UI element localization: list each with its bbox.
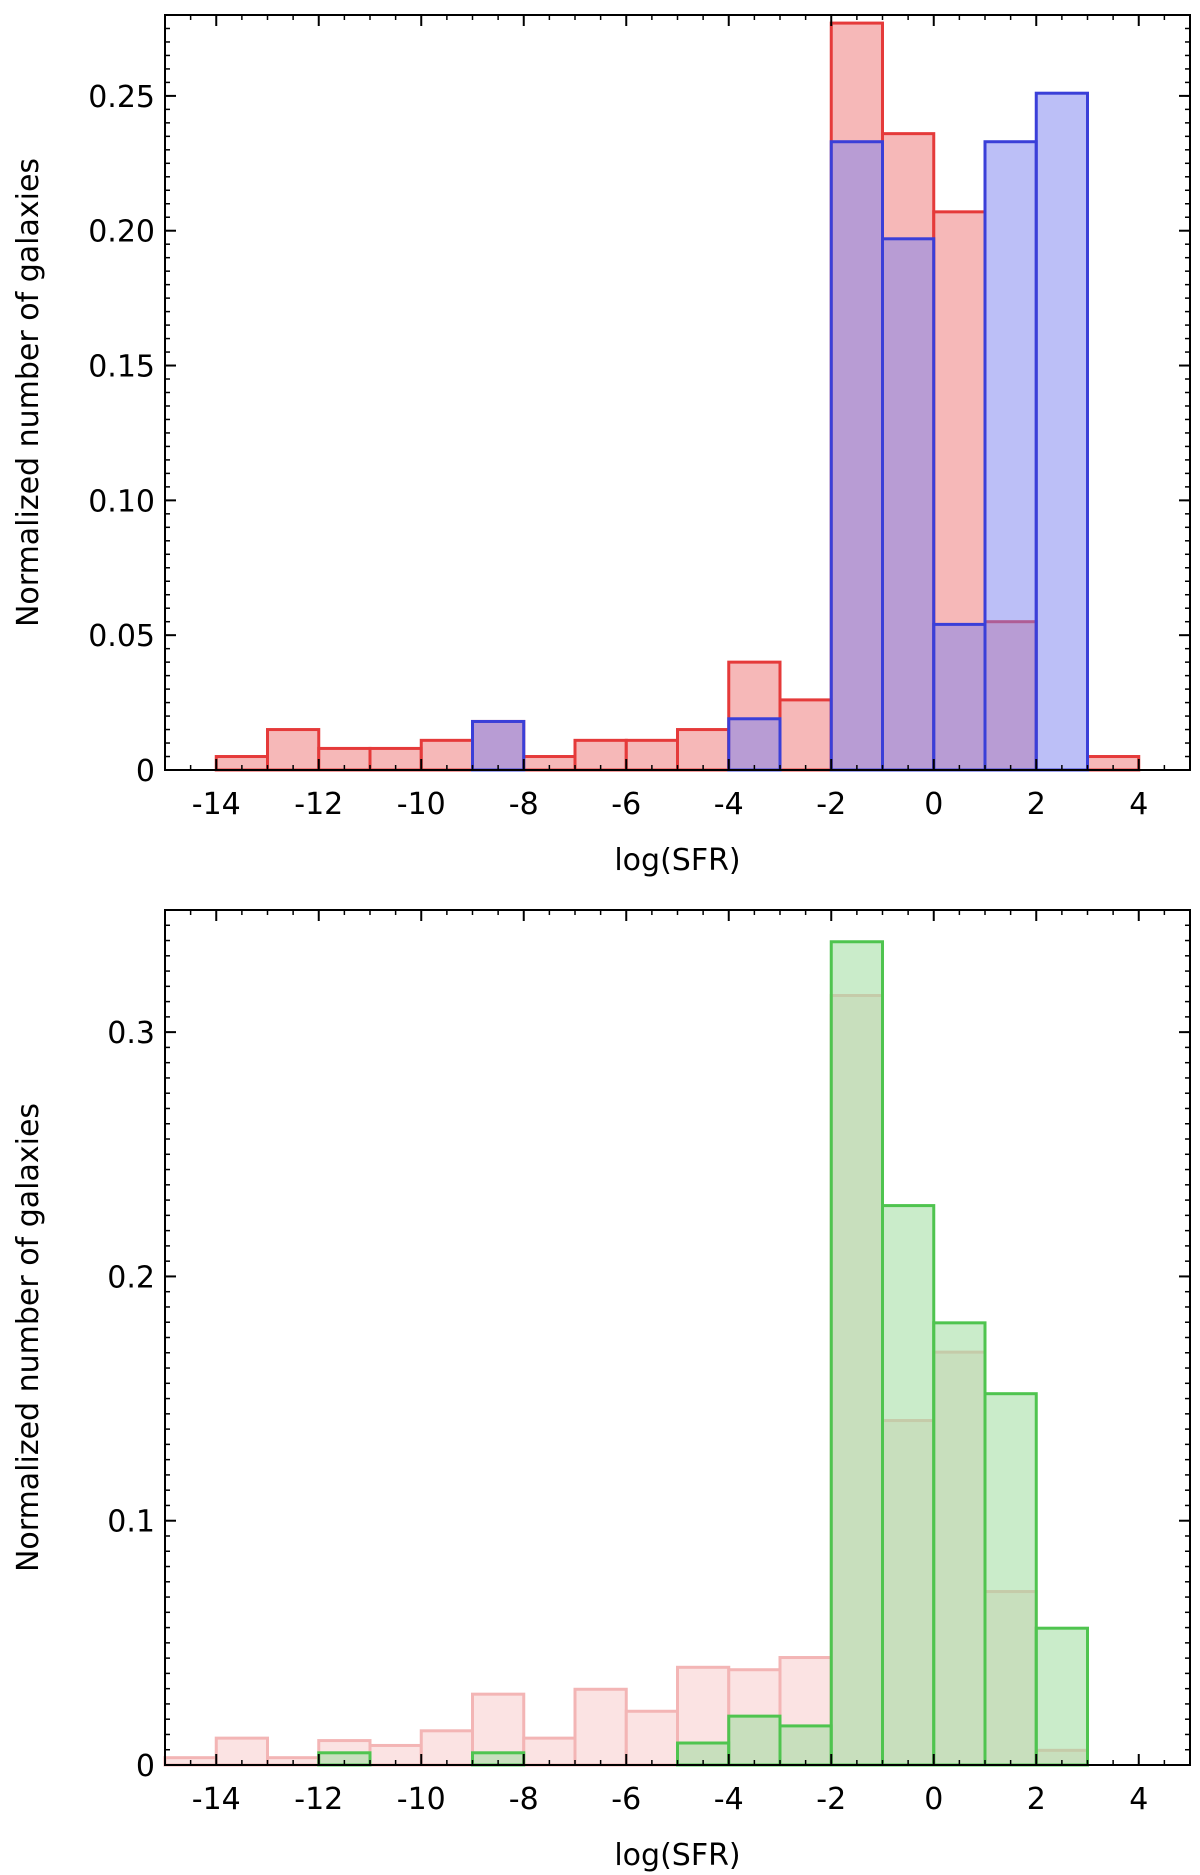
bottom-green-bar-16 [983, 1392, 1038, 1767]
bottom-green-bar-13 [829, 940, 884, 1767]
top-y-tick-label: 0.15 [88, 350, 155, 385]
bottom-x-tick-label: -14 [192, 1782, 241, 1817]
top-blue-bar-14 [932, 622, 987, 772]
bottom-y-tick-label: 0 [136, 1749, 155, 1784]
bottom-y-tick-label: 0.2 [107, 1260, 155, 1295]
bottom-x-axis-label: log(SFR) [614, 1838, 740, 1873]
top-red-bar-9 [676, 728, 731, 772]
top-blue-bar-12 [829, 140, 884, 772]
top-x-tick-label: -2 [816, 787, 846, 822]
top-blue-bar-10 [727, 717, 782, 772]
top-y-tick-label: 0.25 [88, 80, 155, 115]
bottom-x-tick-label: -10 [397, 1782, 446, 1817]
histogram-panel-bottom: -14 -12 -10 -8 -6 -4 -2 0 2 4 0 0.1 0.2 0.3 log(SFR) No… [11, 909, 1191, 1873]
bottom-green-bar-17 [1034, 1626, 1089, 1767]
top-x-tick-label: 2 [1027, 787, 1046, 822]
top-x-tick-label: -14 [192, 787, 241, 822]
top-blue-bar-5 [471, 719, 526, 772]
bottom-y-tick-label: 0.3 [107, 1016, 155, 1051]
bottom-y-axis-label: Normalized number of galaxies [11, 1103, 46, 1572]
bottom-green-bar-12 [778, 1724, 833, 1767]
bottom-x-tick-label: -8 [509, 1782, 539, 1817]
bottom-pink-bar-9 [624, 1709, 679, 1767]
top-blue-bar-13 [881, 237, 936, 772]
bottom-x-tick-label: 0 [924, 1782, 943, 1817]
top-blue-bar-16 [1034, 91, 1089, 772]
top-red-bar-1 [266, 728, 321, 772]
bottom-green-bar-14 [881, 1204, 936, 1767]
top-y-axis-label: Normalized number of galaxies [11, 158, 46, 627]
top-y-tick-label: 0.05 [88, 619, 155, 654]
bottom-green-bar-15 [932, 1321, 987, 1767]
top-x-tick-label: 0 [924, 787, 943, 822]
top-x-tick-label: -8 [509, 787, 539, 822]
bottom-pink-bar-5 [419, 1729, 474, 1767]
top-x-tick-label: -4 [714, 787, 744, 822]
bottom-x-tick-label: -4 [714, 1782, 744, 1817]
top-y-tick-label: 0.10 [88, 484, 155, 519]
top-red-bar-11 [778, 698, 833, 772]
histogram-panel-top: -14 -12 -10 -8 -6 -4 -2 0 2 4 0 0.05 0.10 0.15 0.20 0.2… [11, 14, 1191, 878]
bottom-x-tick-label: 4 [1129, 1782, 1148, 1817]
bottom-x-tick-label: -6 [611, 1782, 641, 1817]
top-x-tick-label: -10 [397, 787, 446, 822]
top-y-tick-label: 0 [136, 754, 155, 789]
top-x-tick-label: 4 [1129, 787, 1148, 822]
top-x-tick-label: -6 [611, 787, 641, 822]
top-x-axis-label: log(SFR) [614, 843, 740, 878]
bottom-green-bar-11 [727, 1714, 782, 1767]
bottom-y-tick-label: 0.1 [107, 1505, 155, 1540]
top-blue-bar-15 [983, 140, 1038, 772]
bottom-x-tick-label: 2 [1027, 1782, 1046, 1817]
bottom-x-tick-label: -12 [294, 1782, 343, 1817]
bottom-pink-bar-8 [573, 1687, 628, 1767]
bottom-x-tick-label: -2 [816, 1782, 846, 1817]
top-x-tick-label: -12 [294, 787, 343, 822]
top-y-tick-label: 0.20 [88, 215, 155, 250]
